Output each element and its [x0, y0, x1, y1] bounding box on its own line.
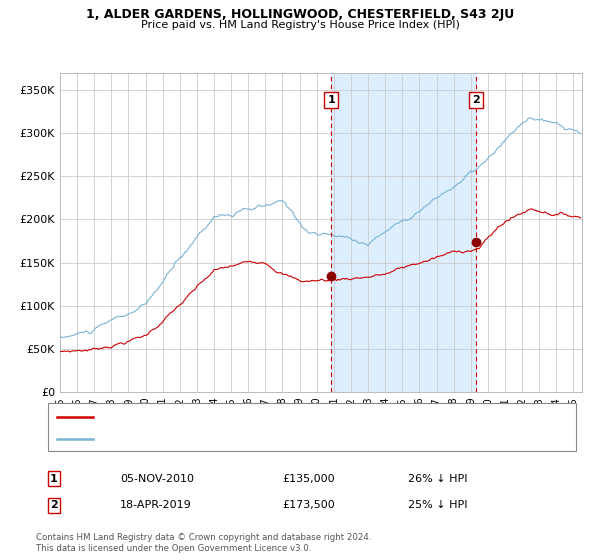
- Text: 2: 2: [472, 95, 479, 105]
- Text: 1, ALDER GARDENS, HOLLINGWOOD, CHESTERFIELD, S43 2JU: 1, ALDER GARDENS, HOLLINGWOOD, CHESTERFI…: [86, 8, 514, 21]
- Text: £173,500: £173,500: [282, 500, 335, 510]
- Text: 2: 2: [50, 500, 58, 510]
- Text: 1: 1: [327, 95, 335, 105]
- Text: £135,000: £135,000: [282, 474, 335, 484]
- Bar: [331, 73, 476, 392]
- Text: 05-NOV-2010: 05-NOV-2010: [120, 474, 194, 484]
- Text: 26% ↓ HPI: 26% ↓ HPI: [408, 474, 467, 484]
- Text: 1, ALDER GARDENS, HOLLINGWOOD, CHESTERFIELD, S43 2JU (detached house): 1, ALDER GARDENS, HOLLINGWOOD, CHESTERFI…: [102, 412, 500, 422]
- Text: Price paid vs. HM Land Registry's House Price Index (HPI): Price paid vs. HM Land Registry's House …: [140, 20, 460, 30]
- Text: Contains HM Land Registry data © Crown copyright and database right 2024.
This d: Contains HM Land Registry data © Crown c…: [36, 533, 371, 553]
- Text: 1: 1: [50, 474, 58, 484]
- Text: HPI: Average price, detached house, Chesterfield: HPI: Average price, detached house, Ches…: [102, 434, 347, 444]
- Text: 25% ↓ HPI: 25% ↓ HPI: [408, 500, 467, 510]
- Text: 18-APR-2019: 18-APR-2019: [120, 500, 192, 510]
